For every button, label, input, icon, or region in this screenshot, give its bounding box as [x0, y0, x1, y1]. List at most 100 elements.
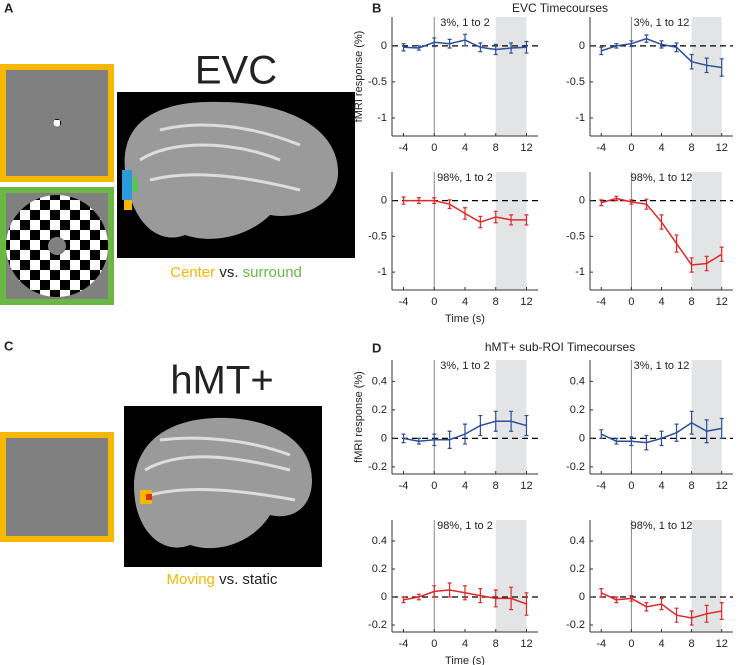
x-tick-label: 12	[520, 480, 532, 492]
error-bar	[478, 588, 483, 604]
subplot-title: 98%, 1 to 12	[631, 172, 693, 184]
error-bar	[644, 602, 649, 612]
x-tick-label: 12	[716, 638, 728, 650]
error-bar	[463, 207, 467, 220]
y-tick-label: -0.2	[368, 619, 387, 631]
y-tick-label: 0.4	[570, 535, 585, 547]
brain-shape	[124, 101, 339, 239]
error-bar	[416, 437, 421, 445]
error-bar	[401, 433, 406, 444]
error-bar	[719, 417, 724, 439]
error-bar	[659, 214, 664, 230]
x-tick-label: 4	[658, 480, 664, 492]
y-tick-label: 0	[579, 40, 585, 52]
error-bar	[719, 602, 724, 620]
x-tick-label: 0	[431, 480, 437, 492]
x-tick-label: -4	[399, 638, 409, 650]
error-bar	[463, 585, 467, 601]
x-tick-label: 4	[462, 638, 468, 650]
error-bar	[478, 414, 483, 437]
error-bar	[704, 255, 709, 272]
group-title: EVC Timecourses	[512, 1, 608, 15]
activation	[146, 494, 152, 500]
panel-label: C	[4, 338, 14, 353]
y-tick-label: 0.2	[570, 404, 585, 416]
error-bar	[599, 588, 604, 598]
x-tick-label: 0	[431, 296, 437, 308]
error-bar	[447, 430, 452, 449]
error-bar	[432, 37, 437, 48]
center-patch	[52, 118, 62, 128]
error-bar	[614, 437, 619, 445]
error-bar	[524, 592, 529, 616]
caption: Moving vs. static	[167, 571, 278, 588]
surround-hole	[48, 237, 66, 255]
shaded-window	[495, 172, 527, 290]
x-tick-label: 12	[716, 142, 728, 154]
panel-label: A	[4, 0, 14, 15]
y-tick-label: 0.2	[372, 563, 387, 575]
y-tick-label: 0.2	[372, 404, 387, 416]
y-tick-label: 0	[579, 195, 585, 207]
x-tick-label: -4	[399, 480, 409, 492]
panel-label: D	[372, 340, 381, 355]
brain-folds	[139, 123, 301, 192]
x-tick-label: 4	[462, 480, 468, 492]
x-tick-label: 8	[689, 296, 695, 308]
error-bar	[719, 246, 724, 262]
x-tick-label: -4	[596, 638, 606, 650]
subplot-title: 3%, 1 to 2	[440, 360, 490, 372]
y-tick-label: 0	[381, 195, 387, 207]
y-axis-label: fMRI response (%)	[353, 31, 365, 123]
y-tick-label: 0	[579, 591, 585, 603]
activation	[122, 170, 132, 200]
error-bar	[689, 257, 694, 273]
x-tick-label: 8	[689, 638, 695, 650]
error-bar	[447, 199, 452, 210]
caption-part: Center	[170, 264, 215, 281]
x-axis-label: Time (s)	[445, 655, 485, 665]
y-tick-label: 0.4	[372, 535, 387, 547]
shaded-window	[495, 520, 527, 632]
x-tick-label: 0	[628, 296, 634, 308]
error-bar	[689, 410, 694, 435]
error-bar	[463, 33, 467, 47]
error-bar	[509, 410, 514, 432]
panel-label: B	[372, 0, 381, 15]
y-tick-label: -1	[575, 112, 585, 124]
error-bar	[447, 38, 452, 49]
error-bar	[416, 197, 421, 205]
error-bar	[659, 597, 664, 611]
y-tick-label: -0.5	[368, 230, 387, 242]
error-bar	[659, 430, 664, 447]
y-tick-label: -0.2	[566, 619, 585, 631]
error-bar	[401, 43, 406, 52]
x-tick-label: 8	[689, 142, 695, 154]
x-tick-label: 0	[628, 638, 634, 650]
brain-shape	[134, 417, 312, 549]
error-bar	[599, 429, 604, 439]
x-tick-label: -4	[596, 142, 606, 154]
y-tick-label: 0	[381, 40, 387, 52]
caption-part: vs. static	[219, 571, 278, 588]
error-bar	[599, 46, 604, 56]
x-tick-label: -4	[399, 296, 409, 308]
error-bar	[674, 42, 679, 53]
error-bar	[674, 234, 679, 253]
x-tick-label: 4	[658, 142, 664, 154]
error-bar	[704, 419, 709, 444]
subplot-title: 98%, 1 to 2	[437, 520, 493, 532]
x-tick-label: 8	[493, 142, 499, 154]
error-bar	[629, 436, 634, 447]
error-bar	[644, 34, 649, 43]
y-tick-label: 0.4	[372, 375, 387, 387]
y-tick-label: -0.2	[368, 461, 387, 473]
x-tick-label: 12	[716, 296, 728, 308]
subplot-title: 98%, 1 to 12	[631, 520, 693, 532]
x-tick-label: 4	[658, 296, 664, 308]
error-bar	[524, 214, 529, 226]
roi-label: EVC	[195, 49, 277, 93]
x-tick-label: 8	[493, 296, 499, 308]
activation	[124, 200, 132, 210]
